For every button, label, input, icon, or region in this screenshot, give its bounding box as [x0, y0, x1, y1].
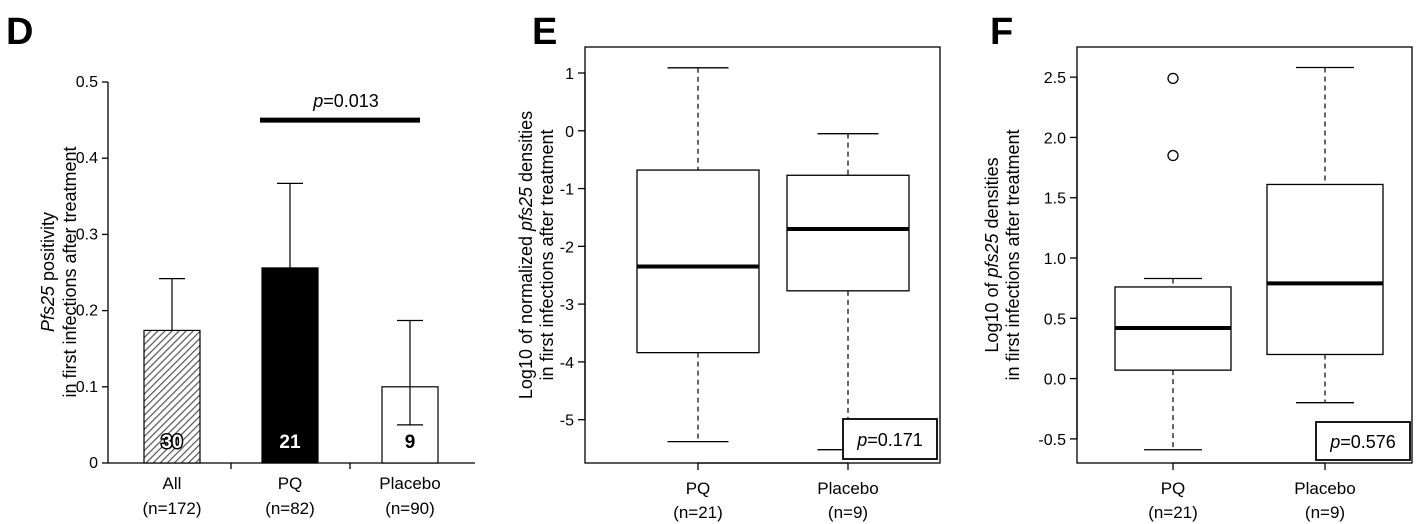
panel-e-y-axis: 1 0 -1 -2 -3 -4 -5 [560, 66, 849, 470]
panel-f: F 2.5 2.0 1.5 1.0 0.5 0.0 -0.5 PQ (n=21) Placebo… [982, 11, 1413, 522]
panel-f-pvalue-box: p=0.576 [1315, 421, 1411, 461]
panel-f-pvalue-frame [1315, 421, 1411, 461]
panel-f-y-axis: 2.5 2.0 1.5 1.0 0.5 0.0 -0.5 [1038, 70, 1326, 470]
panel-f-y-tick-label: 2.5 [1044, 70, 1066, 87]
panel-d-bar [143, 329, 201, 464]
panel-e-y-tick-label: -5 [560, 413, 574, 430]
panel-d-x-label: Placebo [379, 474, 440, 493]
panel-f-y-tick-label: 0.5 [1044, 311, 1066, 328]
panel-e-y-tick-label: -2 [560, 239, 574, 256]
panel-f-y-tick-label: 2.0 [1044, 130, 1066, 147]
panel-e-y-tick-label: 0 [565, 124, 574, 141]
panel-e-x-label: PQ [686, 479, 711, 498]
panel-d-bar-label: 21 [279, 432, 301, 453]
panel-d: D 0 0.1 0.2 0.3 0.4 0.5 30 21 9 All (n=172) PQ (n=… [6, 11, 475, 518]
panel-d-bar [261, 267, 319, 464]
panel-e-y-tick-label: 1 [565, 66, 574, 83]
panel-d-y-tick-label: 0.4 [76, 150, 98, 167]
panel-d-y-tick-label: 0.3 [76, 226, 98, 243]
panel-e-x-labels: PQ (n=21) Placebo (n=9) [673, 479, 879, 522]
panel-d-bars: 30 21 9 [143, 182, 439, 464]
panel-e-box [636, 169, 760, 354]
panel-f-y-tick-label: -0.5 [1038, 432, 1066, 449]
panel-f-x-label-n: (n=21) [1148, 503, 1198, 522]
panel-d-y-axis: 0 0.1 0.2 0.3 0.4 0.5 [76, 74, 475, 472]
panel-e-y-label-line1: Log10 of normalized pfs25 densities [516, 111, 536, 399]
panel-e-y-label-line2: in first infections after treatment [537, 129, 557, 380]
panel-d-pvalue-text: p=0.013 [312, 91, 379, 111]
panel-e-pvalue-text: p=0.171 [856, 430, 923, 450]
panel-letter-d: D [6, 11, 33, 53]
panel-e: E 1 0 -1 -2 -3 -4 -5 PQ (n=21) Placebo (n=9) Log1… [516, 11, 941, 522]
panel-d-bar-label: 9 [405, 432, 416, 453]
panel-e-y-tick-label: -1 [560, 182, 574, 199]
panel-d-x-label-n: (n=82) [265, 499, 315, 518]
panel-f-boxes [1114, 66, 1384, 451]
panel-f-y-label-line2: in first infections after treatment [1003, 129, 1023, 380]
panel-f-y-tick-label: 0.0 [1044, 372, 1066, 389]
panel-f-x-label: Placebo [1294, 479, 1355, 498]
panel-e-y-tick-label: -4 [560, 355, 574, 372]
panel-f-x-labels: PQ (n=21) Placebo (n=9) [1148, 479, 1356, 522]
panel-d-y-tick-label: 0 [89, 455, 98, 472]
panel-f-outlier [1167, 72, 1179, 85]
panel-e-x-label: Placebo [817, 479, 878, 498]
panel-d-x-label-n: (n=90) [385, 499, 435, 518]
panel-d-x-label: All [163, 474, 182, 493]
panel-d-pvalue: p=0.013 [260, 91, 420, 123]
panel-f-x-label: PQ [1161, 479, 1186, 498]
panel-e-box [786, 174, 910, 292]
panel-d-y-tick-label: 0.5 [76, 74, 98, 91]
panel-f-box [1266, 183, 1384, 356]
panel-letter-e: E [532, 11, 557, 53]
panel-f-outlier [1167, 149, 1179, 162]
panel-d-y-label-line2: in first infections after treatment [60, 146, 80, 397]
panel-d-x-label: PQ [278, 474, 303, 493]
panel-f-y-label-line1: Log10 of pfs25 densities [982, 157, 1002, 352]
panel-f-pvalue-text: p=0.576 [1329, 432, 1396, 452]
panel-f-x-label-n: (n=9) [1305, 503, 1345, 522]
panel-d-y-tick-label: 0.2 [76, 303, 98, 320]
panel-d-bar-label: 30 [161, 432, 182, 453]
panel-d-y-tick-label: 0.1 [76, 379, 98, 396]
panel-e-pvalue-frame [842, 418, 938, 460]
panel-d-y-label-line1: Pfs25 positivity [38, 212, 58, 332]
panel-letter-f: F [990, 11, 1013, 53]
panel-d-x-labels: All (n=172) PQ (n=82) Placebo (n=90) [142, 474, 440, 518]
panel-e-x-label-n: (n=9) [828, 503, 868, 522]
panel-f-y-tick-label: 1.5 [1044, 191, 1066, 208]
panel-e-boxes [636, 67, 910, 451]
panel-e-x-label-n: (n=21) [673, 503, 723, 522]
panel-e-pvalue-box: p=0.171 [842, 418, 938, 460]
panel-d-x-label-n: (n=172) [142, 499, 201, 518]
panel-e-y-tick-label: -3 [560, 297, 574, 314]
panel-f-y-tick-label: 1.0 [1044, 251, 1066, 268]
